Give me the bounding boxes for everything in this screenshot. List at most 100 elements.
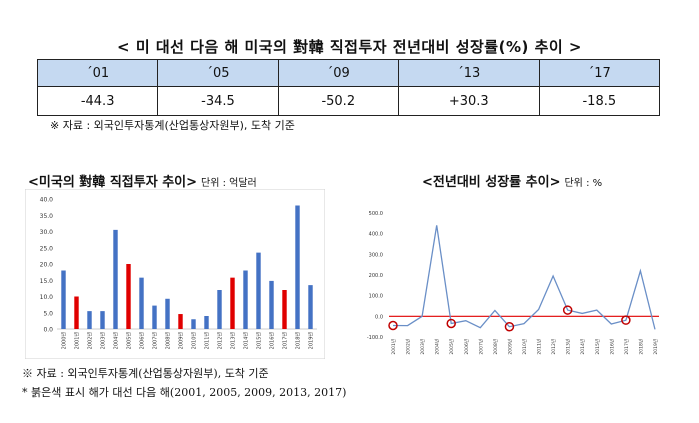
x-tick-label: 2007년 — [152, 332, 159, 350]
source-note-bottom: ※ 자료 : 외국인투자통계(산업통상자원부), 도착 기준 — [22, 367, 269, 380]
y-tick-label: 20.0 — [40, 262, 54, 269]
y-tick-label: 30.0 — [40, 229, 54, 236]
bar — [217, 290, 222, 329]
x-tick-label: 2018년 — [295, 332, 302, 350]
bar — [295, 205, 300, 329]
x-tick-label: 2009년 — [178, 332, 185, 350]
bar — [178, 314, 183, 329]
y-tick-label: -100.0 — [367, 335, 383, 341]
year-header: ´17 — [538, 59, 661, 87]
bar — [243, 270, 248, 329]
x-tick-label: 2003년 — [100, 332, 107, 350]
x-tick-label: 2016년 — [269, 332, 276, 350]
y-tick-label: 25.0 — [40, 245, 54, 252]
bar — [308, 285, 313, 329]
bar-chart-title-text: <미국의 對韓 직접투자 추이> — [28, 175, 198, 190]
x-tick-label: 2009년 — [506, 339, 513, 355]
bar — [87, 311, 92, 329]
bar — [191, 319, 196, 329]
x-tick-label: 2017년 — [623, 339, 630, 355]
year-header: ´09 — [277, 59, 399, 87]
bar — [282, 290, 287, 329]
bar — [204, 316, 209, 329]
growth-value: -50.2 — [277, 86, 399, 116]
summary-table: ´01 ´05 ´09 ´13 ´17 -44.3 -34.5 -50.2 +3… — [36, 59, 661, 116]
x-tick-label: 2001년 — [390, 339, 397, 355]
y-tick-label: 300.0 — [369, 252, 383, 258]
growth-value: -18.5 — [538, 86, 661, 116]
year-header: ´13 — [397, 59, 540, 87]
bar — [256, 252, 261, 329]
x-tick-label: 2000년 — [61, 332, 68, 350]
y-tick-label: 200.0 — [369, 273, 383, 279]
highlight-marker — [562, 305, 573, 315]
x-tick-label: 2005년 — [448, 339, 455, 355]
y-tick-label: 10.0 — [40, 294, 54, 301]
x-tick-label: 2017년 — [282, 332, 289, 350]
bar-chart-svg: 0.0 5.0 10.0 15.0 20.0 25.0 30.0 35.0 40.0 2000년 2… — [25, 189, 325, 359]
line-chart-svg: -100.0 0.0 100.0 200.0 300.0 400.0 500.0 2001년 2… — [367, 211, 659, 355]
bar-chart-title: <미국의 對韓 직접투자 추이> 단위 : 억달러 — [28, 171, 257, 190]
bar-chart-unit: 단위 : 억달러 — [201, 178, 257, 189]
x-tick-label: 2019년 — [308, 332, 315, 350]
growth-value: -44.3 — [36, 86, 159, 116]
highlight-marker — [388, 320, 398, 331]
table-header-row: ´01 ´05 ´09 ´13 ´17 — [36, 59, 661, 87]
x-tick-label: 2019년 — [652, 339, 659, 355]
bar — [100, 311, 105, 329]
table-row: -44.3 -34.5 -50.2 +30.3 -18.5 — [36, 86, 661, 116]
y-tick-label: 15.0 — [40, 278, 54, 285]
x-tick-label: 2004년 — [113, 332, 120, 350]
line-chart-title: <전년대비 성장률 추이> 단위 : % — [422, 171, 602, 190]
bar — [152, 305, 157, 329]
x-tick-label: 2011년 — [536, 339, 543, 355]
x-tick-label: 2002년 — [405, 339, 412, 355]
bar — [139, 277, 144, 329]
source-note-top: ※ 자료 : 외국인투자통계(산업통상자원부), 도착 기준 — [50, 119, 295, 132]
x-tick-label: 2006년 — [463, 339, 470, 355]
y-tick-label: 0.0 — [375, 314, 383, 320]
line-chart: -100.0 0.0 100.0 200.0 300.0 400.0 500.0 2001년 2… — [355, 189, 665, 359]
year-header: ´01 — [36, 59, 159, 87]
x-tick-label: 2016년 — [608, 339, 615, 355]
x-tick-label: 2008년 — [165, 332, 172, 350]
x-tick-label: 2012년 — [550, 339, 557, 355]
x-tick-label: 2003년 — [419, 339, 426, 355]
year-header: ´05 — [157, 59, 279, 87]
highlight-marker — [504, 321, 515, 332]
y-tick-label: 100.0 — [369, 294, 383, 300]
x-tick-label: 2008년 — [492, 339, 499, 355]
bar — [113, 229, 118, 329]
x-tick-label: 2015년 — [256, 332, 263, 350]
x-tick-label: 2013년 — [230, 332, 237, 350]
y-tick-label: 40.0 — [40, 197, 54, 204]
bar — [230, 277, 235, 329]
x-tick-label: 2014년 — [579, 339, 586, 355]
x-tick-label: 2013년 — [565, 339, 572, 355]
x-tick-label: 2015년 — [594, 339, 601, 355]
growth-value: +30.3 — [397, 86, 540, 116]
x-tick-label: 2001년 — [74, 332, 81, 350]
page-title: < 미 대선 다음 해 미국의 對韓 직접투자 전년대비 성장률(%) 추이 > — [117, 38, 582, 56]
x-tick-label: 2007년 — [477, 339, 484, 355]
highlight-note: * 붉은색 표시 해가 대선 다음 해(2001, 2005, 2009, 20… — [22, 386, 347, 399]
growth-series-line — [392, 225, 656, 330]
y-tick-label: 500.0 — [369, 211, 383, 217]
bar — [126, 264, 131, 329]
x-tick-label: 2014년 — [243, 332, 250, 350]
bar — [74, 296, 79, 329]
line-chart-title-text: <전년대비 성장률 추이> — [422, 175, 561, 190]
highlight-marker — [446, 318, 456, 329]
x-tick-label: 2004년 — [434, 339, 441, 355]
x-tick-label: 2010년 — [521, 339, 528, 355]
x-tick-label: 2006년 — [139, 332, 146, 350]
y-tick-label: 5.0 — [43, 310, 53, 317]
bar-chart: 0.0 5.0 10.0 15.0 20.0 25.0 30.0 35.0 40.0 2000년 2… — [25, 189, 325, 359]
highlight-marker — [621, 315, 631, 325]
line-chart-unit: 단위 : % — [564, 178, 603, 189]
bar — [269, 280, 274, 329]
x-tick-label: 2018년 — [637, 339, 644, 355]
x-tick-label: 2010년 — [191, 332, 198, 350]
x-tick-label: 2011년 — [204, 332, 211, 350]
bar — [165, 298, 170, 329]
